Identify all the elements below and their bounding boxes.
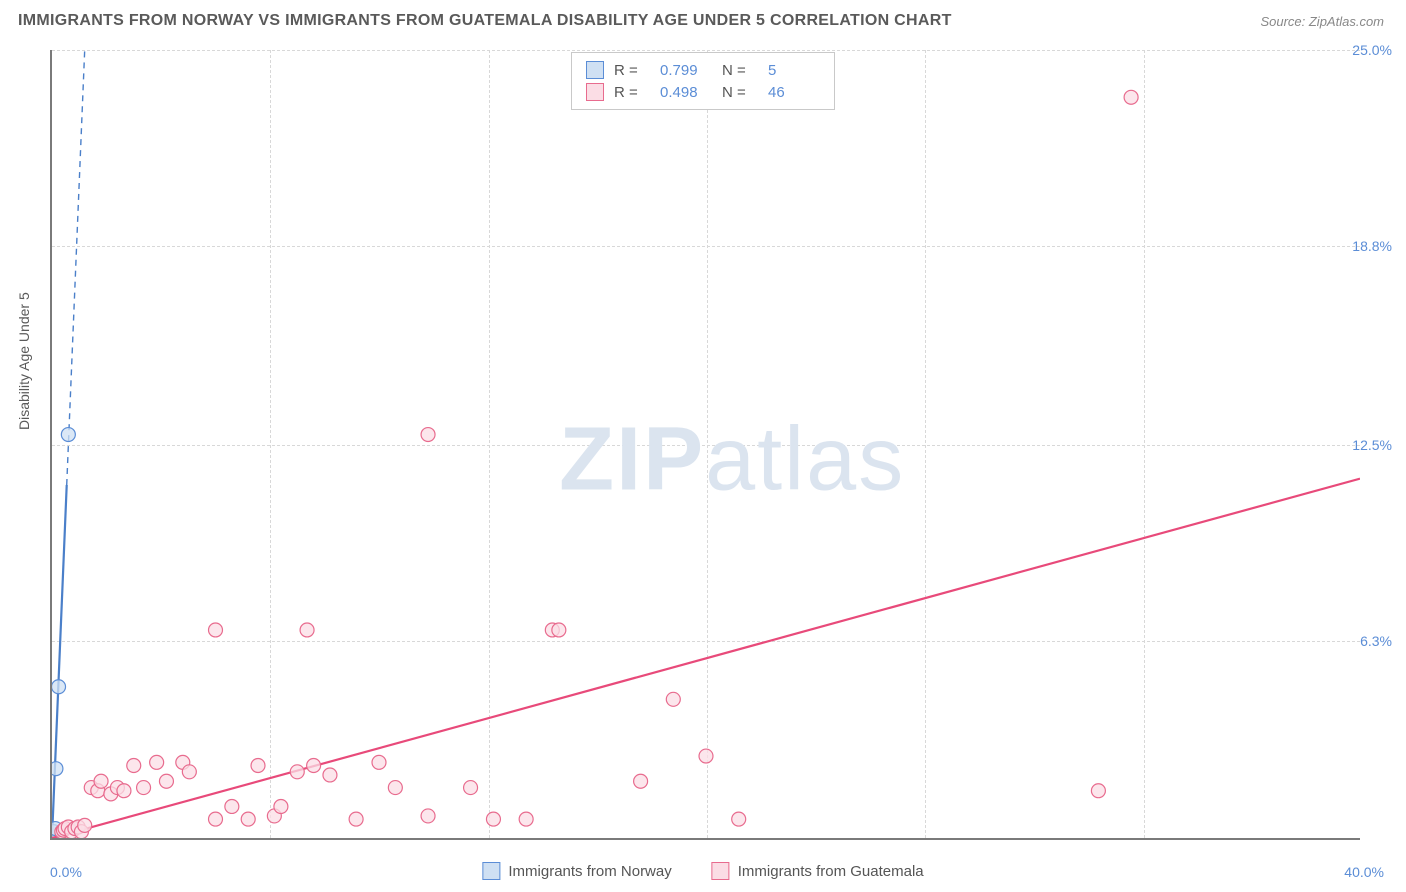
correlation-legend: R =0.799 N =5 R =0.498 N =46 (571, 52, 835, 110)
legend-label-norway: Immigrants from Norway (508, 863, 671, 880)
legend-label-guatemala: Immigrants from Guatemala (738, 863, 924, 880)
legend-item-guatemala: Immigrants from Guatemala (712, 862, 924, 880)
x-tick-max: 40.0% (1344, 864, 1384, 880)
source-label: Source: ZipAtlas.com (1260, 14, 1384, 29)
swatch-guatemala-icon (712, 862, 730, 880)
swatch-norway-icon (482, 862, 500, 880)
swatch-guatemala (586, 83, 604, 101)
x-tick-min: 0.0% (50, 864, 82, 880)
legend-item-norway: Immigrants from Norway (482, 862, 671, 880)
plot-area: ZIPatlas (50, 50, 1360, 840)
legend-row-guatemala: R =0.498 N =46 (586, 81, 820, 103)
y-tick-label: 6.3% (1360, 633, 1392, 649)
series-legend: Immigrants from Norway Immigrants from G… (482, 862, 923, 880)
y-axis-label: Disability Age Under 5 (16, 292, 32, 430)
swatch-norway (586, 61, 604, 79)
legend-row-norway: R =0.799 N =5 (586, 59, 820, 81)
scatter-svg (52, 50, 1360, 838)
chart-title: IMMIGRANTS FROM NORWAY VS IMMIGRANTS FRO… (18, 12, 952, 30)
